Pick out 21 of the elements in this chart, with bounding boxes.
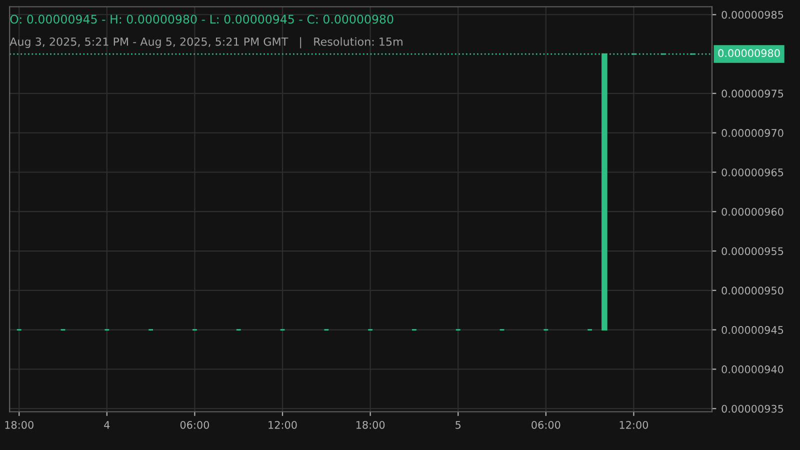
ref-line-label: 0.00000980 bbox=[718, 49, 780, 58]
x-tick-label: 18:00 bbox=[5, 420, 34, 429]
x-tick-label: 4 bbox=[104, 421, 110, 429]
y-tick-label: 0.00000935 bbox=[722, 404, 784, 413]
x-tick-label: 12:00 bbox=[620, 420, 648, 429]
y-tick-label: 0.00000940 bbox=[722, 365, 784, 374]
x-tick-label: 06:00 bbox=[532, 420, 560, 429]
y-tick-label: 0.00000965 bbox=[722, 168, 784, 176]
x-tick-label: 5 bbox=[456, 421, 461, 429]
x-tick-label: 06:00 bbox=[180, 420, 210, 429]
y-tick-label: 0.00000945 bbox=[722, 326, 784, 334]
x-tick-label: 18:00 bbox=[356, 420, 385, 429]
text: O: 0.00000945 - H: 0.00000980 - L: 0.00000945 - C: 0.00000980 bbox=[10, 14, 394, 24]
y-tick-label: 0.00000975 bbox=[722, 90, 784, 98]
x-tick-label: 12:00 bbox=[268, 420, 297, 429]
y-tick-label: 0.00000985 bbox=[722, 10, 784, 19]
y-tick-label: 0.00000950 bbox=[722, 286, 784, 295]
text: Aug 3, 2025, 5:21 PM - Aug 5, 2025, 5:21 PM GMT | Resolution: 15m bbox=[10, 37, 402, 48]
y-tick-label: 0.00000955 bbox=[722, 247, 784, 256]
y-tick-label: 0.00000960 bbox=[722, 208, 784, 216]
y-tick-label: 0.00000970 bbox=[722, 129, 784, 137]
